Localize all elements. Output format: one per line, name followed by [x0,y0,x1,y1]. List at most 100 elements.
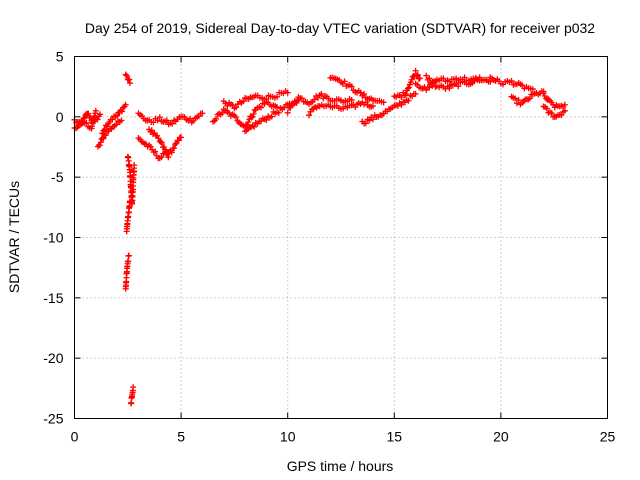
data-point [122,101,129,108]
data-point [251,123,258,130]
data-point [405,84,412,91]
data-point [123,72,130,79]
data-points [71,67,568,407]
data-point [548,110,555,117]
data-point [233,104,240,111]
data-point [150,119,157,126]
data-point [122,71,129,78]
x-tick-label: 20 [493,429,509,445]
data-point [248,114,255,121]
y-tick-label: -15 [43,290,63,306]
data-point [288,101,295,108]
data-point [109,116,116,123]
data-point [118,117,125,124]
data-point [357,89,364,96]
data-point [414,71,421,78]
x-tick-label: 5 [177,429,185,445]
data-point [125,258,132,265]
x-tick-label: 25 [600,429,616,445]
data-point [263,95,270,102]
data-point [83,119,90,126]
data-point [226,109,233,116]
data-point [398,94,405,101]
y-tick-label: -10 [43,230,63,246]
data-point [150,131,157,138]
data-point [100,127,107,134]
data-point [369,102,376,109]
y-tick-label: -25 [43,411,63,427]
data-point [268,113,275,120]
data-point [100,135,107,142]
x-tick-label: 0 [71,429,79,445]
data-point [341,78,348,85]
data-point [402,91,409,98]
data-point [398,101,405,108]
data-point [348,96,355,103]
data-point [446,85,453,92]
data-point [540,90,547,97]
data-point [158,154,165,161]
data-point [561,101,568,108]
data-point [369,116,376,123]
data-point [229,102,236,109]
data-point [416,75,423,82]
y-tick-label: -5 [51,169,64,185]
data-point [114,112,121,119]
data-point [102,132,109,139]
data-point [306,112,313,119]
data-point [154,117,161,124]
data-point [113,121,120,128]
y-tick-labels: 5 0 -5 -10 -15 -20 -25 [43,49,63,427]
data-point [366,117,373,124]
data-point [284,109,291,116]
data-point [119,108,126,115]
data-point [171,145,178,152]
data-point [426,75,433,82]
data-point [168,149,175,156]
data-point [158,139,165,146]
data-point [519,82,526,89]
data-point [232,114,239,121]
data-point [165,154,172,161]
data-point [412,67,419,74]
data-point [152,148,159,155]
data-point [155,135,162,142]
data-point [274,93,281,100]
grid [74,56,608,419]
data-point [423,72,430,79]
data-point [318,90,325,97]
data-point [529,86,536,93]
data-point [85,110,92,117]
data-point [96,142,103,149]
data-point [97,139,104,146]
data-point [131,162,138,169]
data-point [213,115,220,122]
data-point [380,99,387,106]
data-point [240,98,247,105]
data-point [311,96,318,103]
data-point [284,89,291,96]
x-tick-labels: 0 5 10 15 20 25 [71,429,616,445]
data-point [362,120,369,127]
y-tick-label: -20 [43,350,63,366]
data-point [430,79,437,86]
data-point [104,123,111,130]
data-point [224,102,231,109]
data-point [294,97,301,104]
data-point [405,97,412,104]
data-point [172,141,179,148]
data-point [508,77,515,84]
data-point [287,104,294,111]
data-point [408,76,415,83]
data-point [274,104,281,111]
data-point [263,117,270,124]
data-point [348,83,355,90]
y-axis-label: SDTVAR / TECUs [6,181,22,293]
data-point [258,104,265,111]
data-point [361,90,368,97]
plot-frame [74,56,608,419]
y-tick-label: 0 [56,109,64,125]
x-tick-label: 10 [280,429,296,445]
data-point [163,117,170,124]
data-point [157,139,164,146]
